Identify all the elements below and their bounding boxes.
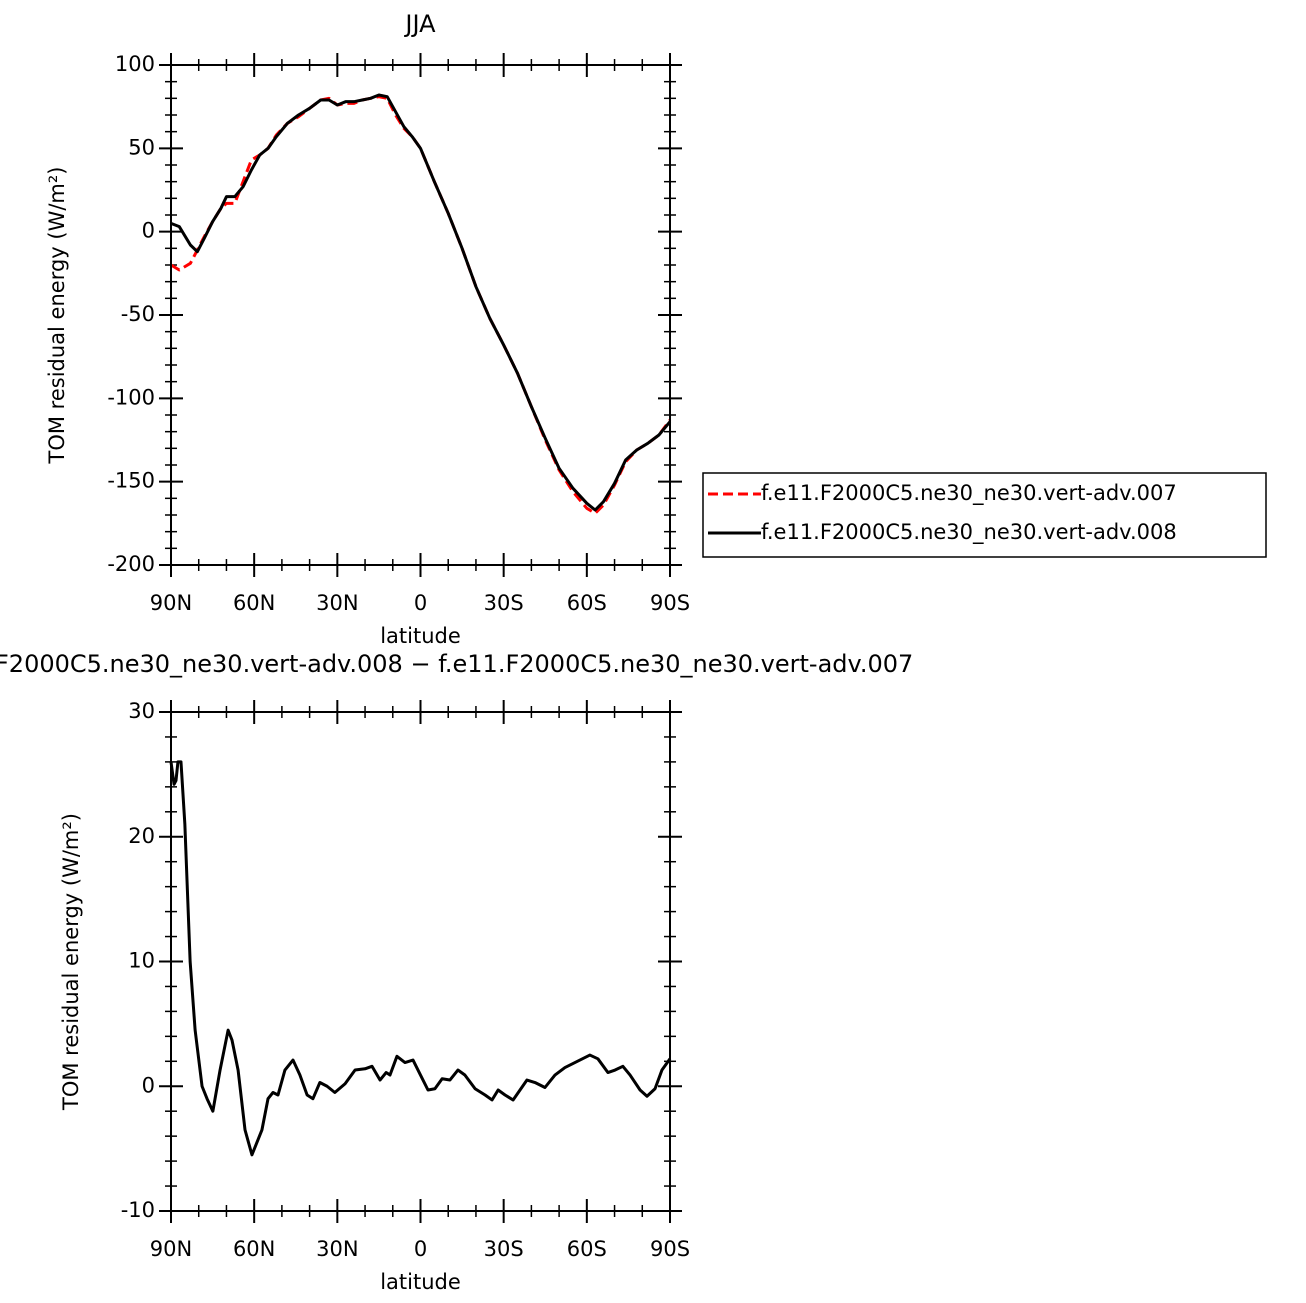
x-tick-label: 30S — [484, 591, 524, 615]
x-tick-label: 30N — [316, 591, 358, 615]
y-tick-label: 0 — [142, 1073, 155, 1097]
legend-label: f.e11.F2000C5.ne30_ne30.vert-adv.008 — [761, 520, 1177, 545]
x-tick-label: 60S — [567, 591, 607, 615]
plot-frame — [170, 711, 671, 1212]
x-tick-label: 90S — [650, 591, 690, 615]
y-tick-label: 100 — [115, 52, 155, 76]
legend-box — [702, 472, 1267, 558]
y-axis-label: TOM residual energy (W/m²) — [59, 813, 83, 1111]
y-tick-label: -100 — [107, 385, 155, 409]
x-tick-label: 60N — [233, 1237, 275, 1261]
y-tick-label: 20 — [128, 824, 155, 848]
line-series — [170, 95, 672, 515]
x-axis-label: latitude — [380, 1270, 461, 1294]
y-tick-label: 0 — [142, 219, 155, 243]
x-tick-label: 90S — [650, 1237, 690, 1261]
y-tick-label: 50 — [128, 135, 155, 159]
x-tick-label: 30S — [484, 1237, 524, 1261]
chart-title: JJA — [403, 10, 436, 38]
x-tick-label: 0 — [414, 591, 427, 615]
x-tick-label: 90N — [150, 591, 192, 615]
legend-label: f.e11.F2000C5.ne30_ne30.vert-adv.007 — [761, 481, 1177, 506]
y-tick-label: -50 — [121, 302, 155, 326]
line-series — [169, 760, 672, 1157]
x-tick-label: 60S — [567, 1237, 607, 1261]
y-tick-label: -200 — [107, 552, 155, 576]
y-tick-label: -150 — [107, 469, 155, 493]
plot-frame — [170, 64, 671, 566]
x-tick-label: 90N — [150, 1237, 192, 1261]
x-tick-label: 60N — [233, 591, 275, 615]
x-axis-label: latitude — [380, 624, 461, 648]
y-tick-label: 30 — [128, 699, 155, 723]
y-tick-label: -10 — [121, 1198, 155, 1222]
x-tick-label: 0 — [414, 1237, 427, 1261]
y-axis-label: TOM residual energy (W/m²) — [45, 167, 69, 465]
x-tick-label: 30N — [316, 1237, 358, 1261]
y-tick-label: 10 — [128, 949, 155, 973]
line-series — [170, 93, 672, 512]
chart-title: f.e11.F2000C5.ne30_ne30.vert-adv.008 − f… — [0, 650, 913, 678]
